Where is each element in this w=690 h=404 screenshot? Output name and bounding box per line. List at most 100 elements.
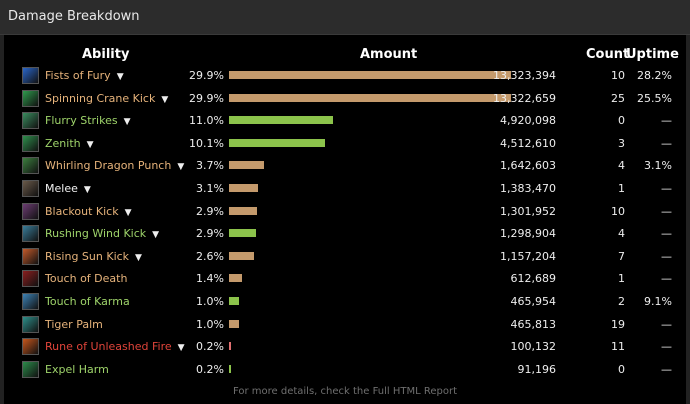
damage-bar [229, 229, 257, 238]
table-row[interactable]: Expel Harm 0.2% 91,196 0 — [4, 359, 686, 382]
table-row[interactable]: Rushing Wind Kick ▼ 2.9% 1,298,904 4 — [4, 223, 686, 246]
table-row[interactable]: Rune of Unleashed Fire ▼ 0.2% 100,132 11 — [4, 336, 686, 359]
table-row[interactable]: Touch of Death 1.4% 612,689 1 — [4, 268, 686, 291]
ability-name-text: Zenith [45, 136, 81, 150]
rune-of-unleashed-fire-icon [22, 338, 39, 356]
flurry-strikes-icon [22, 112, 39, 130]
cast-count: 7 [618, 249, 625, 263]
cast-count: 0 [618, 114, 625, 128]
cast-count: 1 [618, 182, 625, 195]
ability-name[interactable]: Blackout Kick ▼ [45, 205, 132, 218]
damage-amount: 100,132 [510, 340, 557, 354]
table-row[interactable]: Fists of Fury ▼ 29.9% 13,323,394 10 28.2% [4, 65, 686, 88]
ability-name-text: Spinning Crane Kick [45, 91, 156, 105]
table-row[interactable]: Whirling Dragon Punch ▼ 3.7% 1,642,603 4 3.1% [4, 155, 686, 178]
ability-name-text: Touch of Karma [45, 295, 130, 308]
damage-amount: 13,323,394 [493, 69, 556, 82]
expand-caret-icon[interactable]: ▼ [86, 139, 94, 150]
cast-count: 1 [618, 272, 625, 286]
fists-of-fury-icon [22, 67, 39, 84]
cast-count: 19 [611, 317, 625, 331]
table-row[interactable]: Spinning Crane Kick ▼ 29.9% 13,322,659 25 25.… [4, 88, 686, 111]
damage-percent: 3.1% [196, 182, 224, 195]
ability-name-text: Rising Sun Kick [45, 249, 130, 263]
ability-name[interactable]: Melee ▼ [45, 182, 91, 195]
damage-bar [229, 251, 254, 260]
whirling-dragon-punch-icon [22, 157, 39, 175]
ability-name[interactable]: Expel Harm [45, 363, 109, 376]
ability-name[interactable]: Touch of Karma [45, 295, 130, 308]
breakdown-table: Ability Amount Count Uptime Fists of Fur… [4, 35, 686, 404]
expand-caret-icon[interactable]: ▼ [135, 252, 142, 263]
ability-name[interactable]: Spinning Crane Kick ▼ [45, 92, 168, 105]
spinning-crane-kick-icon [22, 89, 39, 107]
cast-count: 10 [611, 204, 625, 218]
ability-name[interactable]: Rising Sun Kick ▼ [45, 250, 142, 263]
damage-amount: 465,813 [510, 317, 557, 331]
uptime-value: — [661, 317, 672, 331]
damage-percent: 10.1% [189, 136, 224, 150]
table-row[interactable]: Zenith ▼ 10.1% 4,512,610 3 — [4, 133, 686, 156]
expand-caret-icon[interactable]: ▼ [83, 185, 91, 195]
cast-count: 4 [618, 227, 625, 241]
uptime-value: — [661, 249, 672, 263]
table-row[interactable]: Touch of Karma 1.0% 465,954 2 9.1% [4, 291, 686, 314]
table-row[interactable]: Melee ▼ 3.1% 1,383,470 1 — [4, 178, 686, 201]
ability-name[interactable]: Flurry Strikes ▼ [45, 114, 131, 127]
expand-caret-icon[interactable]: ▼ [116, 72, 124, 82]
expand-caret-icon[interactable]: ▼ [124, 207, 132, 218]
ability-name[interactable]: Fists of Fury ▼ [45, 69, 124, 82]
expand-caret-icon[interactable]: ▼ [177, 343, 185, 354]
cast-count: 25 [611, 91, 625, 105]
damage-percent: 2.6% [196, 249, 224, 263]
table-row[interactable]: Blackout Kick ▼ 2.9% 1,301,952 10 — [4, 201, 686, 224]
ability-name-text: Melee [45, 182, 78, 195]
damage-amount: 91,196 [517, 362, 557, 376]
melee-icon [22, 180, 39, 197]
uptime-value: — [661, 272, 672, 286]
uptime-value: — [661, 227, 672, 241]
ability-name-text: Rushing Wind Kick [45, 227, 147, 241]
zenith-icon [22, 134, 39, 152]
ability-name[interactable]: Tiger Palm [45, 318, 103, 331]
damage-bar [229, 161, 264, 170]
expand-caret-icon[interactable]: ▼ [177, 162, 185, 173]
table-row[interactable]: Rising Sun Kick ▼ 2.6% 1,157,204 7 — [4, 246, 686, 269]
uptime-value: — [661, 136, 672, 150]
damage-bar [229, 71, 511, 79]
uptime-value: — [661, 340, 672, 354]
damage-amount: 13,322,659 [493, 91, 556, 105]
damage-amount: 612,689 [510, 272, 557, 286]
table-row[interactable]: Flurry Strikes ▼ 11.0% 4,920,098 0 — [4, 110, 686, 133]
ability-name-text: Expel Harm [45, 362, 109, 376]
rushing-wind-kick-icon [22, 225, 39, 243]
damage-percent: 1.0% [196, 317, 224, 331]
table-row[interactable]: Tiger Palm 1.0% 465,813 19 — [4, 314, 686, 337]
ability-name[interactable]: Zenith ▼ [45, 137, 94, 150]
expel-harm-icon [22, 360, 39, 378]
expand-caret-icon[interactable]: ▼ [161, 94, 169, 105]
panel-header: Damage Breakdown [0, 0, 690, 35]
damage-bar [229, 93, 511, 102]
ability-name[interactable]: Rushing Wind Kick ▼ [45, 227, 159, 240]
uptime-value: — [661, 114, 672, 128]
ability-name[interactable]: Whirling Dragon Punch ▼ [45, 159, 184, 172]
expand-caret-icon[interactable]: ▼ [123, 117, 131, 128]
cast-count: 10 [611, 69, 625, 82]
damage-amount: 465,954 [510, 295, 557, 308]
blackout-kick-icon [22, 202, 39, 220]
ability-name[interactable]: Rune of Unleashed Fire ▼ [45, 340, 185, 353]
damage-percent: 0.2% [196, 340, 224, 354]
cast-count: 0 [618, 362, 625, 376]
damage-bar [229, 364, 231, 373]
damage-percent: 29.9% [189, 91, 224, 105]
damage-bar [229, 184, 259, 192]
damage-amount: 4,512,610 [500, 136, 556, 150]
ability-name-text: Tiger Palm [45, 317, 103, 331]
expand-caret-icon[interactable]: ▼ [152, 230, 160, 241]
ability-name-text: Touch of Death [45, 272, 128, 286]
column-header-amount: Amount [360, 47, 418, 62]
cast-count: 2 [618, 295, 625, 308]
damage-percent: 29.9% [189, 69, 224, 82]
ability-name[interactable]: Touch of Death [45, 272, 127, 285]
